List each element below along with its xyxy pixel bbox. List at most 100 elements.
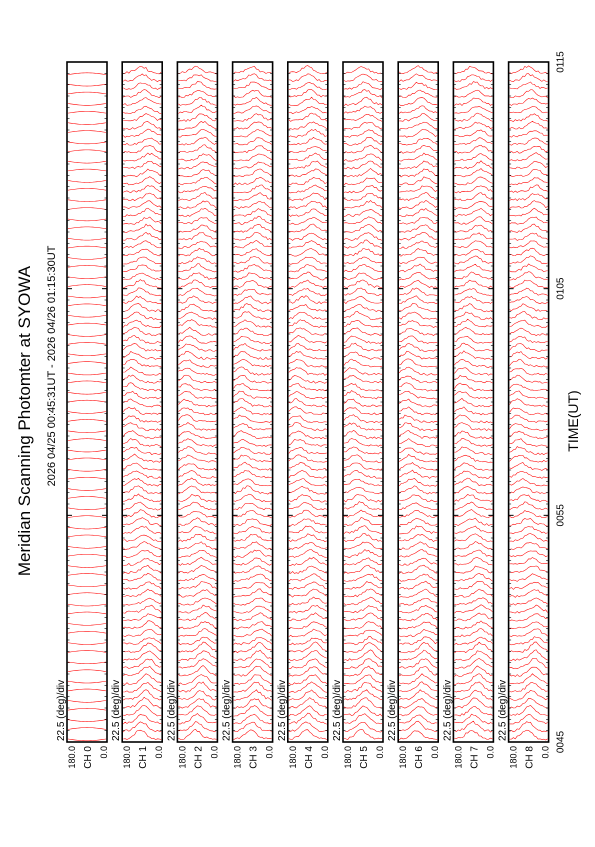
trace-line [343,501,383,511]
trace-line [67,623,107,626]
trace-line [288,573,327,582]
trace-line [509,407,548,415]
trace-line [288,177,327,186]
trace-line [178,343,217,352]
trace-line [454,541,493,550]
trace-line [343,705,383,717]
trace-line [399,335,438,344]
trace-line [288,391,327,400]
trace-line [67,72,107,75]
trace-line [233,327,272,336]
trace-group [122,65,162,740]
trace-line [509,589,548,598]
trace-line [454,565,493,574]
trace-line [399,121,438,130]
trace-line [67,411,107,414]
trace-line [399,358,438,368]
trace-line [288,469,327,479]
panel-frame [66,61,108,743]
trace-line [123,335,162,344]
trace-line [343,209,383,217]
trace-line [288,82,327,91]
trace-line [288,650,327,661]
trace-line [123,279,162,289]
trace-line [178,247,217,257]
trace-line [343,295,383,304]
trace-line [288,485,327,495]
panel-3: 180.0 0.0 CH 3 22.5 (deg)/div [222,61,275,769]
trace-line [67,180,107,183]
trace-line [454,224,493,233]
trace-line [509,438,548,447]
trace-line [288,705,327,717]
trace-line [454,398,493,408]
trace-line [123,137,162,146]
trace-line [454,137,493,145]
trace-line [454,311,493,320]
trace-line [123,642,162,653]
trace-line [509,169,548,177]
trace-line [178,263,217,273]
trace-line [399,597,438,606]
trace-line [123,714,162,725]
trace-line [233,105,272,114]
trace-line [288,200,328,210]
trace-line [178,517,217,526]
trace-line [399,414,438,423]
trace-line [343,342,383,352]
scale-label: 22.5 (deg)/div [166,680,177,741]
trace-line [67,315,107,318]
trace-line [178,705,217,716]
trace-line [288,518,327,527]
trace-line [399,97,438,106]
trace-line [343,160,383,170]
trace-line [233,705,272,717]
trace-line [123,65,162,75]
trace-line [233,674,272,685]
trace-line [399,525,438,535]
trace-line [288,208,327,217]
trace-line [288,439,327,447]
trace-line [509,193,548,201]
trace-line [178,232,217,241]
trace-line [233,311,272,320]
trace-line [399,720,438,733]
trace-line [233,628,272,638]
trace-line [454,454,493,463]
trace-line [123,705,162,717]
trace-line [343,193,383,201]
trace-line [454,713,493,725]
trace-line [288,605,327,614]
trace-line [233,96,272,106]
trace-line [178,256,217,265]
trace-line [178,144,217,154]
trace-line [343,487,383,495]
trace-line [509,287,548,296]
trace-line [343,185,383,194]
trace-line [454,160,493,170]
trace-group [509,65,548,741]
trace-line [509,423,548,432]
trace-line [233,232,272,241]
trace-line [288,697,327,709]
trace-line [67,661,107,665]
trace-line [399,382,438,392]
trace-line [454,121,493,130]
trace-line [454,255,493,265]
trace-line [178,463,217,471]
trace-line [123,453,162,463]
trace-line [343,446,383,455]
trace-line [67,488,107,491]
y-tick-label-bottom: 0.0 [265,746,275,759]
trace-line [233,573,272,582]
trace-line [288,382,327,392]
y-tick-label-top: 180.0 [509,746,519,769]
trace-line [178,446,217,455]
trace-line [288,146,327,153]
trace-line [178,612,217,621]
trace-line [67,430,107,433]
trace-line [178,208,217,217]
trace-line [178,200,217,209]
trace-line [178,604,217,614]
trace-line [123,588,162,597]
